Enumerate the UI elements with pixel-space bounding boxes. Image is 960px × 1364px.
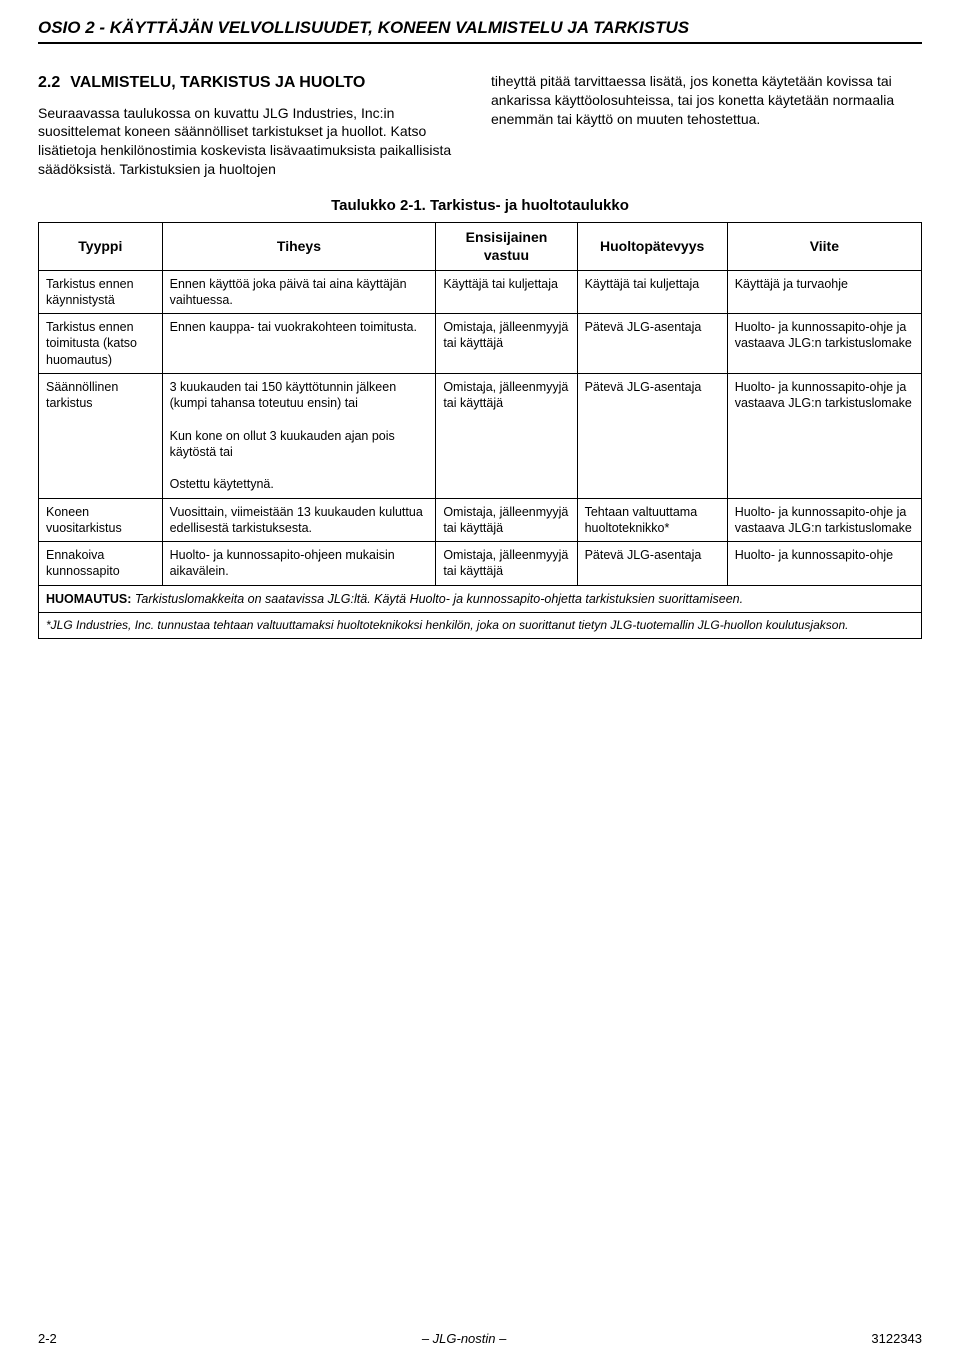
- table-caption: Taulukko 2-1. Tarkistus- ja huoltotauluk…: [38, 197, 922, 214]
- cell-qualification: Pätevä JLG-asentaja: [577, 542, 727, 586]
- note-row: HUOMAUTUS: Tarkistuslomakkeita on saatav…: [39, 585, 922, 612]
- page-footer: 2-2 – JLG-nostin – 3122343: [38, 1325, 922, 1346]
- section-header: OSIO 2 - KÄYTTÄJÄN VELVOLLISUUDET, KONEE…: [38, 18, 922, 44]
- cell-type: Tarkistus ennen käynnistystä: [39, 270, 163, 314]
- cell-frequency: Vuosittain, viimeistään 13 kuukauden kul…: [162, 498, 436, 542]
- cell-reference: Huolto- ja kunnossapito-ohje ja vastaava…: [727, 373, 921, 498]
- note-text: Tarkistuslomakkeita on saatavissa JLG:lt…: [135, 592, 743, 606]
- footnote-row: *JLG Industries, Inc. tunnustaa tehtaan …: [39, 612, 922, 639]
- col-header-qualification: Huoltopätevyys: [577, 223, 727, 270]
- cell-responsibility: Käyttäjä tai kuljettaja: [436, 270, 577, 314]
- intro-right-col: tiheyttä pitää tarvittaessa lisätä, jos …: [491, 72, 922, 179]
- subsection-number: 2.2: [38, 74, 60, 91]
- table-header-row: Tyyppi Tiheys Ensisijainen vastuu Huolto…: [39, 223, 922, 270]
- cell-qualification: Pätevä JLG-asentaja: [577, 314, 727, 374]
- cell-qualification: Pätevä JLG-asentaja: [577, 373, 727, 498]
- subsection-title-text: VALMISTELU, TARKISTUS JA HUOLTO: [70, 74, 365, 91]
- col-header-type: Tyyppi: [39, 223, 163, 270]
- table-row: Ennakoiva kunnossapito Huolto- ja kunnos…: [39, 542, 922, 586]
- footer-doc-id: 3122343: [871, 1331, 922, 1346]
- cell-qualification: Tehtaan valtuuttama huoltoteknikko*: [577, 498, 727, 542]
- cell-reference: Käyttäjä ja turvaohje: [727, 270, 921, 314]
- footer-center-text: – JLG-nostin –: [422, 1331, 507, 1346]
- cell-qualification: Käyttäjä tai kuljettaja: [577, 270, 727, 314]
- page-container: OSIO 2 - KÄYTTÄJÄN VELVOLLISUUDET, KONEE…: [0, 0, 960, 1364]
- cell-reference: Huolto- ja kunnossapito-ohje ja vastaava…: [727, 498, 921, 542]
- note-cell: HUOMAUTUS: Tarkistuslomakkeita on saatav…: [39, 585, 922, 612]
- cell-frequency: Ennen kauppa- tai vuokrakohteen toimitus…: [162, 314, 436, 374]
- intro-left-col: 2.2 VALMISTELU, TARKISTUS JA HUOLTO Seura…: [38, 72, 469, 179]
- table-row: Tarkistus ennen käynnistystä Ennen käytt…: [39, 270, 922, 314]
- cell-type: Tarkistus ennen toimitusta (katso huomau…: [39, 314, 163, 374]
- cell-reference: Huolto- ja kunnossapito-ohje ja vastaava…: [727, 314, 921, 374]
- intro-right-paragraph: tiheyttä pitää tarvittaessa lisätä, jos …: [491, 72, 922, 129]
- cell-frequency: Ennen käyttöä joka päivä tai aina käyttä…: [162, 270, 436, 314]
- intro-left-paragraph: Seuraavassa taulukossa on kuvattu JLG In…: [38, 104, 469, 180]
- cell-type: Koneen vuositarkistus: [39, 498, 163, 542]
- subsection-heading: 2.2 VALMISTELU, TARKISTUS JA HUOLTO: [38, 72, 469, 94]
- col-header-responsibility: Ensisijainen vastuu: [436, 223, 577, 270]
- cell-frequency: 3 kuukauden tai 150 käyttötunnin jälkeen…: [162, 373, 436, 498]
- cell-reference: Huolto- ja kunnossapito-ohje: [727, 542, 921, 586]
- col-header-reference: Viite: [727, 223, 921, 270]
- cell-responsibility: Omistaja, jälleenmyyjä tai käyttäjä: [436, 314, 577, 374]
- cell-responsibility: Omistaja, jälleenmyyjä tai käyttäjä: [436, 542, 577, 586]
- table-row: Koneen vuositarkistus Vuosittain, viimei…: [39, 498, 922, 542]
- maintenance-table: Tyyppi Tiheys Ensisijainen vastuu Huolto…: [38, 222, 922, 639]
- footer-page-number: 2-2: [38, 1331, 57, 1346]
- intro-columns: 2.2 VALMISTELU, TARKISTUS JA HUOLTO Seura…: [38, 72, 922, 179]
- cell-responsibility: Omistaja, jälleenmyyjä tai käyttäjä: [436, 373, 577, 498]
- footnote-cell: *JLG Industries, Inc. tunnustaa tehtaan …: [39, 612, 922, 639]
- cell-responsibility: Omistaja, jälleenmyyjä tai käyttäjä: [436, 498, 577, 542]
- table-row: Säännöllinen tarkistus 3 kuukauden tai 1…: [39, 373, 922, 498]
- col-header-frequency: Tiheys: [162, 223, 436, 270]
- table-row: Tarkistus ennen toimitusta (katso huomau…: [39, 314, 922, 374]
- cell-type: Ennakoiva kunnossapito: [39, 542, 163, 586]
- note-label: HUOMAUTUS:: [46, 592, 131, 606]
- cell-frequency: Huolto- ja kunnossapito-ohjeen mukaisin …: [162, 542, 436, 586]
- cell-type: Säännöllinen tarkistus: [39, 373, 163, 498]
